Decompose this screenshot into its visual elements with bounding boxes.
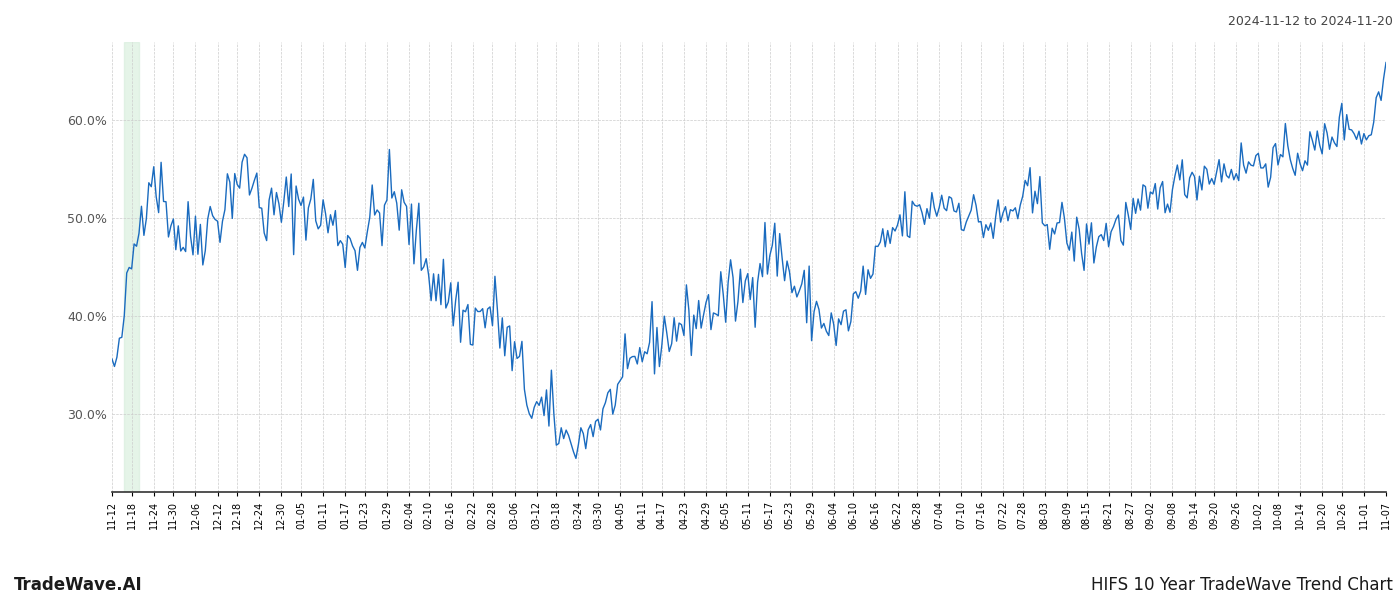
Text: HIFS 10 Year TradeWave Trend Chart: HIFS 10 Year TradeWave Trend Chart bbox=[1091, 576, 1393, 594]
Text: TradeWave.AI: TradeWave.AI bbox=[14, 576, 143, 594]
Bar bbox=[125, 42, 139, 492]
Text: 2024-11-12 to 2024-11-20: 2024-11-12 to 2024-11-20 bbox=[1228, 15, 1393, 28]
